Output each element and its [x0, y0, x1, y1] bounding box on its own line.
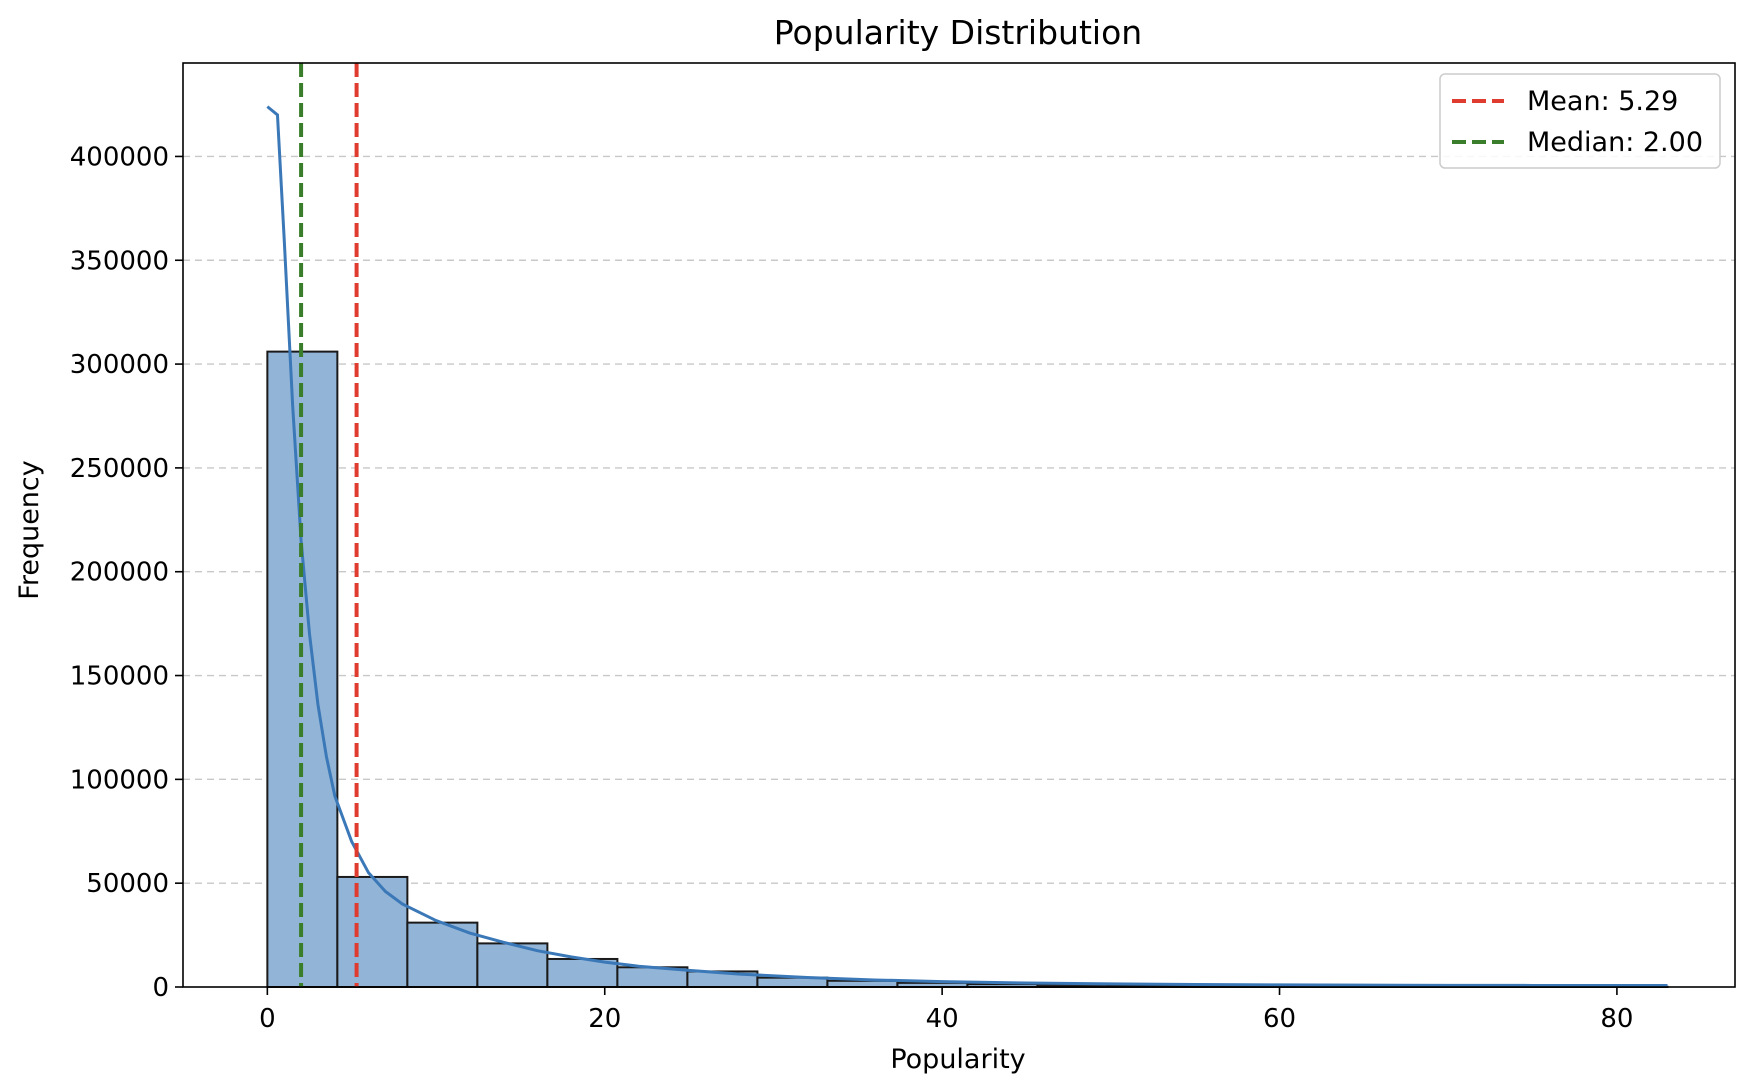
x-tick-label-3: 60	[1263, 1004, 1296, 1034]
y-tick-label-5: 250000	[70, 454, 169, 484]
gridlines	[183, 155, 1735, 884]
x-tick-label-2: 40	[926, 1004, 959, 1034]
y-tick-label-8: 400000	[70, 142, 169, 172]
legend-median-label: Median: 2.00	[1527, 127, 1703, 158]
y-tick-label-3: 150000	[70, 662, 169, 692]
y-axis-ticks: 0 50000 100000 150000 200000 250000 300000 3500…	[70, 142, 183, 1003]
y-tick-label-1: 50000	[86, 869, 169, 899]
x-tick-label-4: 80	[1600, 1004, 1633, 1034]
x-tick-label-1: 20	[588, 1004, 621, 1034]
y-tick-label-2: 100000	[70, 765, 169, 795]
axes-frame	[182, 62, 1736, 988]
legend-mean-label: Mean: 5.29	[1527, 86, 1678, 117]
y-tick-label-6: 300000	[70, 350, 169, 380]
y-tick-label-0: 0	[152, 973, 169, 1003]
chart-title: Popularity Distribution	[774, 13, 1142, 52]
x-axis-label: Popularity	[890, 1044, 1025, 1075]
legend: Mean: 5.29 Median: 2.00	[1439, 73, 1721, 169]
kde-curve	[266, 105, 1668, 988]
legend-box	[1439, 73, 1721, 169]
y-tick-label-4: 200000	[70, 558, 169, 588]
y-axis-label: Frequency	[14, 460, 45, 600]
x-tick-label-0: 0	[259, 1004, 276, 1034]
x-axis-ticks: 0 20 40 60 80	[259, 987, 1633, 1034]
y-tick-label-7: 350000	[70, 246, 169, 276]
histogram-bar-1	[336, 875, 409, 988]
kde-curve-group	[266, 105, 1668, 988]
reference-lines	[299, 63, 359, 987]
